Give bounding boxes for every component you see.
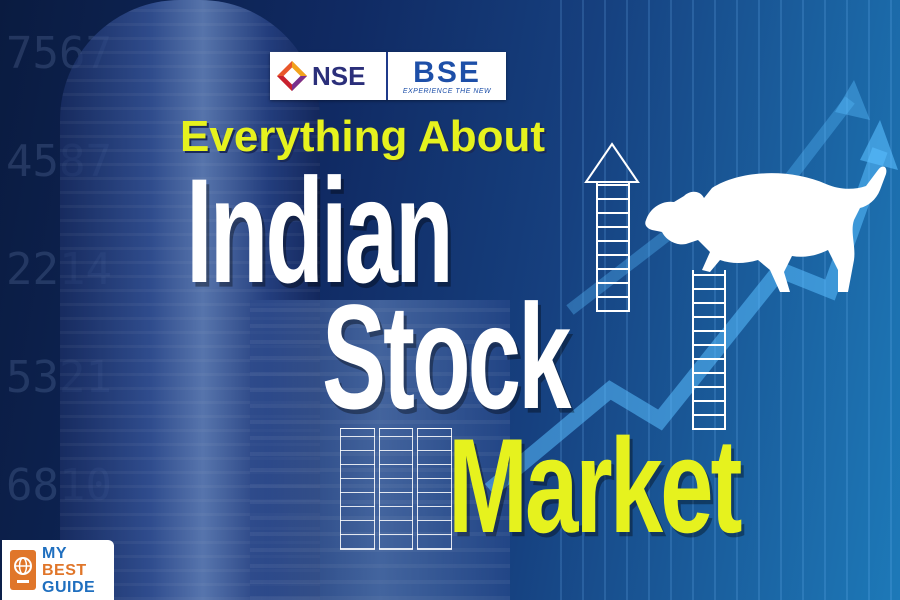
nse-logo: NSE (270, 52, 388, 100)
exchange-logos: NSE BSE EXPERIENCE THE NEW (270, 52, 506, 100)
headline-market: Market (448, 411, 742, 562)
outline-bar (378, 428, 414, 550)
mybestguide-my: MY (42, 544, 67, 562)
up-arrow-icon (584, 142, 640, 183)
headline-everything-about: Everything About (180, 112, 546, 161)
bse-tagline: EXPERIENCE THE NEW (402, 87, 492, 95)
bse-label: BSE (413, 55, 481, 89)
bse-logo: BSE EXPERIENCE THE NEW (388, 52, 506, 100)
bull-icon (645, 166, 887, 292)
mybestguide-wordmark: MY BEST GUIDE (42, 545, 95, 596)
outline-bar (417, 428, 453, 550)
passport-globe-icon (10, 550, 36, 590)
mybestguide-guide: GUIDE (42, 578, 96, 596)
mybestguide-logo: MY BEST GUIDE (2, 540, 114, 600)
outline-column-right (692, 270, 726, 430)
outline-bar-chart (340, 428, 453, 550)
nse-label: NSE (312, 60, 366, 91)
mybestguide-best: BEST (42, 561, 87, 579)
nse-logo-icon (277, 61, 307, 91)
headline-indian: Indian (186, 148, 454, 315)
outline-bar (340, 428, 375, 550)
outline-column (596, 182, 630, 312)
headline-stock: Stock (322, 274, 571, 441)
